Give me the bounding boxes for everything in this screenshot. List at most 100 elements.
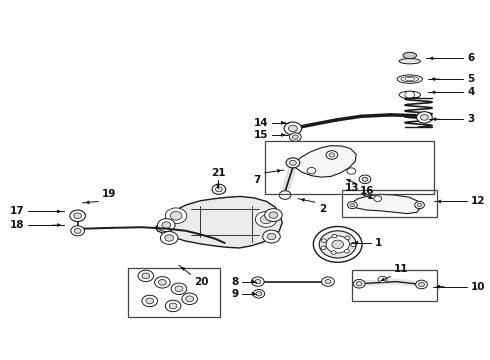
Circle shape (417, 203, 422, 207)
Circle shape (256, 292, 262, 296)
Circle shape (158, 279, 166, 285)
Circle shape (329, 153, 335, 157)
Polygon shape (293, 146, 356, 177)
Circle shape (255, 279, 261, 284)
Circle shape (344, 249, 349, 253)
Circle shape (326, 150, 338, 159)
Bar (128, 268, 220, 317)
Circle shape (216, 187, 222, 192)
Text: 5: 5 (467, 74, 474, 84)
Circle shape (165, 235, 173, 241)
Circle shape (165, 300, 181, 312)
Circle shape (307, 167, 316, 174)
Circle shape (74, 228, 81, 233)
Circle shape (332, 240, 343, 249)
Bar (265, 141, 434, 194)
Circle shape (260, 215, 272, 224)
Circle shape (331, 251, 336, 254)
Circle shape (212, 184, 226, 194)
Circle shape (175, 286, 183, 292)
Circle shape (362, 177, 368, 181)
Circle shape (290, 160, 296, 165)
Circle shape (290, 133, 301, 141)
Ellipse shape (401, 76, 418, 82)
Circle shape (416, 280, 427, 289)
Circle shape (253, 289, 265, 298)
Circle shape (345, 236, 350, 240)
Circle shape (293, 135, 298, 139)
Circle shape (353, 279, 365, 288)
Text: 3: 3 (467, 114, 474, 124)
Circle shape (255, 211, 277, 227)
Circle shape (165, 208, 187, 224)
Text: 12: 12 (471, 197, 486, 207)
Circle shape (162, 222, 171, 228)
Text: 6: 6 (467, 53, 474, 63)
Circle shape (378, 276, 387, 283)
Circle shape (263, 230, 280, 243)
Circle shape (146, 298, 154, 304)
Text: 20: 20 (195, 276, 209, 287)
Text: 16: 16 (360, 186, 375, 196)
Circle shape (71, 226, 84, 236)
Circle shape (70, 210, 85, 221)
Circle shape (74, 213, 81, 219)
Circle shape (418, 282, 424, 287)
Circle shape (359, 175, 371, 184)
Circle shape (169, 303, 177, 309)
Circle shape (405, 91, 415, 98)
Polygon shape (350, 194, 420, 213)
Circle shape (138, 270, 154, 282)
Circle shape (269, 212, 278, 218)
Circle shape (325, 279, 331, 284)
Text: 10: 10 (471, 282, 486, 292)
Circle shape (267, 233, 276, 240)
Bar (352, 270, 437, 301)
Text: 19: 19 (102, 189, 116, 199)
Circle shape (319, 231, 356, 258)
Ellipse shape (397, 75, 422, 83)
Circle shape (182, 293, 197, 305)
Circle shape (314, 226, 362, 262)
Ellipse shape (399, 91, 420, 99)
Circle shape (374, 196, 382, 202)
Circle shape (160, 231, 178, 244)
Text: 21: 21 (211, 168, 225, 178)
Text: 9: 9 (231, 289, 238, 299)
Circle shape (415, 202, 424, 209)
Circle shape (416, 112, 432, 123)
Circle shape (347, 168, 356, 174)
Circle shape (420, 114, 428, 120)
Circle shape (186, 296, 194, 302)
Ellipse shape (399, 59, 420, 64)
Circle shape (279, 191, 291, 199)
Circle shape (351, 243, 356, 247)
Circle shape (321, 246, 326, 249)
Circle shape (284, 122, 302, 135)
Circle shape (350, 203, 355, 207)
Circle shape (142, 295, 157, 307)
Text: 15: 15 (254, 130, 269, 140)
Circle shape (154, 276, 170, 288)
Text: 1: 1 (375, 238, 382, 248)
Circle shape (351, 243, 356, 246)
Text: 4: 4 (467, 87, 475, 97)
Circle shape (171, 283, 187, 294)
Circle shape (251, 277, 264, 286)
Ellipse shape (403, 52, 416, 59)
Text: 18: 18 (10, 220, 24, 230)
Circle shape (142, 273, 150, 279)
Text: 7: 7 (253, 175, 261, 185)
Circle shape (170, 211, 182, 220)
Bar (342, 190, 437, 217)
Circle shape (321, 239, 326, 242)
Text: 2: 2 (318, 204, 326, 214)
Text: 14: 14 (254, 118, 269, 128)
Polygon shape (155, 197, 282, 248)
Circle shape (347, 202, 357, 209)
Text: 13: 13 (344, 183, 359, 193)
Circle shape (356, 282, 362, 286)
Circle shape (157, 219, 175, 231)
Ellipse shape (405, 77, 415, 81)
Circle shape (286, 158, 300, 168)
